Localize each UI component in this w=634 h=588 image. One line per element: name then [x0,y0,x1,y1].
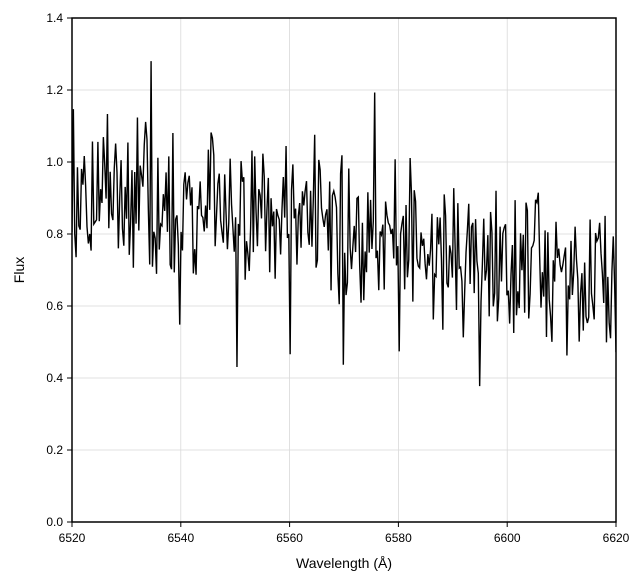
y-tick-label: 1.2 [46,83,63,97]
x-tick-label: 6520 [59,531,86,545]
line-chart: 6520 6540 6560 6580 6600 6620 0.0 0.2 0.4 0.6 0.8 1… [0,0,634,588]
y-tick-label: 1.0 [46,155,63,169]
y-tick-label: 0.6 [46,299,63,313]
x-tick-label: 6560 [276,531,303,545]
x-tick-label: 6540 [167,531,194,545]
x-axis-label: Wavelength (Å) [296,555,392,571]
y-tick-label: 0.4 [46,371,63,385]
x-tick-label: 6580 [385,531,412,545]
y-tick-label: 0.2 [46,443,63,457]
x-tick-label: 6620 [603,531,630,545]
chart-svg: 6520 6540 6560 6580 6600 6620 0.0 0.2 0.4 0.6 0.8 1… [0,0,634,588]
y-tick-label: 0.8 [46,227,63,241]
x-tick-label: 6600 [494,531,521,545]
y-tick-label: 1.4 [46,11,63,25]
y-tick-label: 0.0 [46,515,63,529]
y-axis-label: Flux [11,257,27,283]
